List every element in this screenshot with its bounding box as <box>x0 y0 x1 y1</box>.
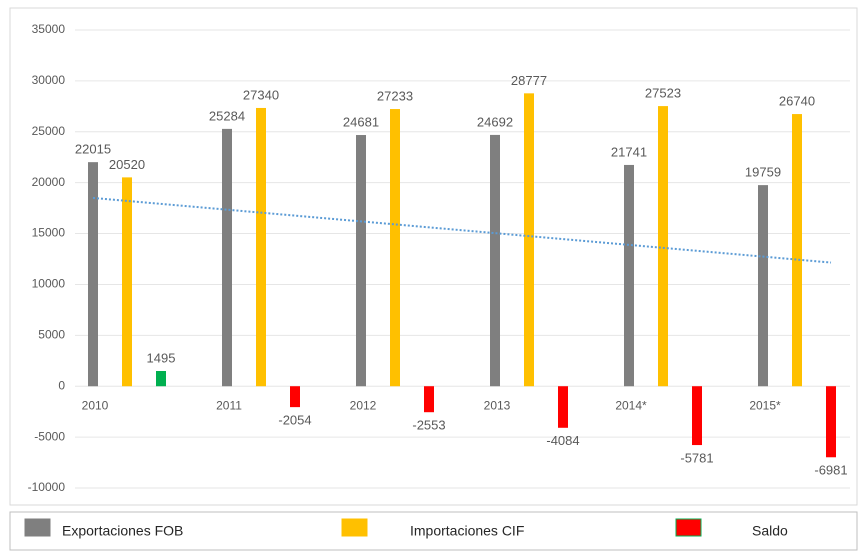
data-label: -2553 <box>412 418 445 433</box>
x-tick-label: 2012 <box>350 398 377 412</box>
data-label: -6981 <box>814 463 847 478</box>
y-tick-label: 15000 <box>32 226 66 240</box>
data-label: -4084 <box>546 433 579 448</box>
bar <box>558 386 568 428</box>
bar <box>758 185 768 387</box>
bar <box>658 106 668 387</box>
bar <box>692 386 702 446</box>
y-tick-label: 25000 <box>32 124 66 138</box>
data-label: 1495 <box>147 350 176 365</box>
bar <box>156 371 166 387</box>
data-label: 27523 <box>645 86 681 101</box>
data-label: 28777 <box>511 73 547 88</box>
bar <box>792 114 802 387</box>
bar <box>222 128 232 387</box>
bar <box>356 135 366 387</box>
legend-swatch <box>24 518 51 537</box>
y-tick-label: -5000 <box>34 429 65 443</box>
data-label: 27340 <box>243 87 279 102</box>
data-label: 26740 <box>779 94 815 109</box>
x-tick-label: 2011 <box>216 398 242 412</box>
x-tick-label: 2015* <box>749 398 781 412</box>
x-tick-label: 2013 <box>484 398 511 412</box>
bar <box>826 386 836 458</box>
legend-label: Saldo <box>752 523 788 539</box>
x-tick-label: 2010 <box>82 398 109 412</box>
data-label: 21741 <box>611 144 647 159</box>
bar <box>424 386 434 413</box>
legend-swatch <box>341 518 368 537</box>
bar <box>624 164 634 387</box>
bar <box>256 107 266 387</box>
data-label: -2054 <box>278 413 311 428</box>
y-tick-label: 20000 <box>32 175 66 189</box>
data-label: 24681 <box>343 114 379 129</box>
legend-frame <box>9 511 858 551</box>
bar <box>524 93 534 387</box>
y-tick-label: 35000 <box>32 22 66 36</box>
data-label: 22015 <box>75 142 111 157</box>
y-tick-label: 30000 <box>32 73 66 87</box>
x-tick-label: 2014* <box>615 398 647 412</box>
bar <box>122 177 132 387</box>
data-label: 25284 <box>209 108 245 123</box>
y-tick-label: -10000 <box>28 480 66 494</box>
bar <box>290 386 300 408</box>
bar <box>490 134 500 387</box>
data-label: -5781 <box>680 450 713 465</box>
data-label: 19759 <box>745 165 781 180</box>
legend-swatch <box>675 518 702 537</box>
bar <box>390 109 400 387</box>
y-tick-label: 0 <box>58 378 65 392</box>
trendline <box>92 196 832 264</box>
data-label: 20520 <box>109 157 145 172</box>
legend-label: Exportaciones FOB <box>62 523 183 539</box>
chart-frame <box>9 7 858 506</box>
legend-label: Importaciones CIF <box>410 523 524 539</box>
y-tick-label: 10000 <box>32 277 66 291</box>
y-tick-label: 5000 <box>38 328 65 342</box>
bar <box>88 162 98 387</box>
data-label: 24692 <box>477 114 513 129</box>
data-label: 27233 <box>377 88 413 103</box>
